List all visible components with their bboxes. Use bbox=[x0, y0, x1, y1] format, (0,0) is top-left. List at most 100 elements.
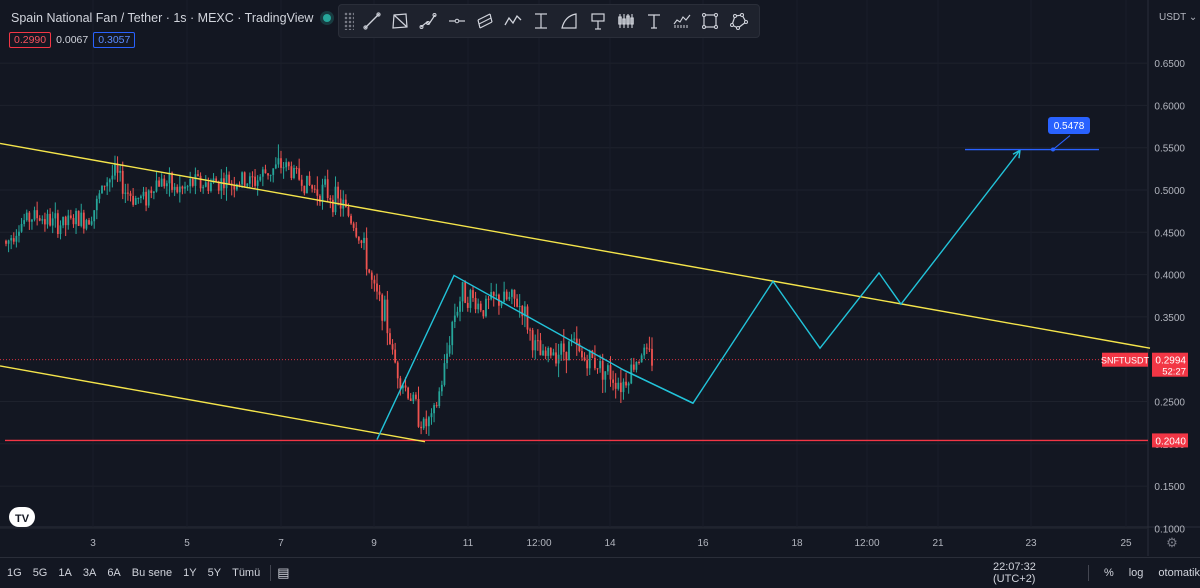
drag-grip-icon[interactable] bbox=[344, 12, 354, 30]
horizontal-ray-icon[interactable] bbox=[445, 9, 469, 33]
time-tick-label: 25 bbox=[1120, 538, 1132, 549]
candle-body bbox=[337, 186, 339, 199]
candle-body bbox=[324, 179, 327, 185]
candle-body bbox=[417, 398, 420, 427]
candle-body bbox=[306, 175, 308, 194]
range-button[interactable]: Tümü bbox=[232, 567, 261, 579]
candle-body bbox=[321, 184, 324, 202]
zigzag-icon[interactable] bbox=[501, 9, 525, 33]
candle-body bbox=[596, 368, 599, 370]
candle-body bbox=[378, 291, 381, 295]
candle-body bbox=[581, 351, 583, 358]
candle-body bbox=[415, 394, 417, 399]
candle-body bbox=[464, 282, 467, 303]
candle-body bbox=[352, 223, 355, 228]
candle-body bbox=[526, 306, 529, 330]
candle-body bbox=[370, 272, 373, 280]
range-button[interactable]: 1G bbox=[7, 567, 22, 579]
target-label-box[interactable] bbox=[1048, 117, 1090, 134]
percent-toggle[interactable]: % bbox=[1103, 567, 1114, 579]
countdown-tag: 52:27 bbox=[1162, 367, 1186, 378]
candle-body bbox=[25, 212, 28, 221]
candle-body bbox=[114, 164, 116, 176]
candle-body bbox=[381, 294, 384, 321]
path-icon[interactable] bbox=[416, 9, 440, 33]
candle-body bbox=[591, 350, 594, 358]
candle-body bbox=[189, 178, 192, 187]
range-button[interactable]: Bu sene bbox=[131, 567, 173, 579]
candle-body bbox=[495, 294, 498, 296]
drawings[interactable]: 0.5478 bbox=[0, 117, 1151, 443]
time-tick-label: 14 bbox=[604, 538, 616, 549]
candle-body bbox=[446, 353, 448, 364]
range-button[interactable]: 1Y bbox=[183, 567, 197, 579]
candle-body bbox=[235, 184, 238, 190]
measure-icon[interactable] bbox=[670, 9, 694, 33]
time-axis[interactable]: 3 5 7 9 11 12:00 14 16 18 12:00 21 23 25 ⚙ bbox=[90, 535, 1178, 550]
parallel-channel-icon[interactable] bbox=[473, 9, 497, 33]
range-button[interactable]: 5Y bbox=[207, 567, 222, 579]
candle-body bbox=[565, 351, 568, 361]
candle-body bbox=[88, 220, 90, 225]
candle-body bbox=[547, 348, 550, 356]
candle-body bbox=[523, 306, 526, 317]
range-button[interactable]: 3A bbox=[82, 567, 97, 579]
calendar-icon[interactable]: ▤ bbox=[277, 565, 290, 580]
candle-body bbox=[643, 347, 646, 356]
clock[interactable]: 22:07:32 (UTC+2) bbox=[993, 561, 1036, 585]
candle-body bbox=[412, 394, 415, 401]
log-toggle[interactable]: log bbox=[1128, 567, 1144, 579]
candle-body bbox=[402, 385, 404, 389]
date-price-range-icon[interactable] bbox=[529, 9, 553, 33]
price-axis[interactable]: 0.6500 0.6000 0.5500 0.5000 0.4500 0.4000 0.35… bbox=[1101, 59, 1188, 535]
candle-body bbox=[485, 298, 487, 317]
candle-body bbox=[67, 215, 70, 226]
settings-gear-icon[interactable]: ⚙ bbox=[1166, 535, 1178, 550]
upper-trendline[interactable] bbox=[0, 142, 1151, 349]
candle-body bbox=[51, 218, 54, 226]
candle-body bbox=[298, 168, 301, 180]
range-button[interactable]: 5G bbox=[32, 567, 48, 579]
trend-line-icon[interactable] bbox=[360, 9, 384, 33]
auto-toggle[interactable]: otomatik bbox=[1158, 567, 1200, 579]
candle-body bbox=[124, 192, 127, 194]
price-tick-label: 0.6000 bbox=[1154, 101, 1185, 112]
candle-body bbox=[557, 354, 560, 364]
candle-body bbox=[645, 347, 648, 349]
range-button[interactable]: 6A bbox=[107, 567, 121, 579]
candle-body bbox=[168, 172, 171, 184]
candle-body bbox=[386, 299, 389, 334]
range-button[interactable]: 1A bbox=[58, 567, 72, 579]
candle-body bbox=[492, 292, 495, 296]
sell-price[interactable]: 0.2990 bbox=[9, 32, 52, 48]
symbol-title[interactable]: Spain National Fan / Tether · 1s · MEXC … bbox=[11, 11, 314, 25]
arc-icon[interactable] bbox=[557, 9, 581, 33]
candle-body bbox=[23, 220, 26, 224]
candle-body bbox=[264, 169, 267, 174]
candle-body bbox=[171, 172, 173, 190]
separator bbox=[1088, 565, 1089, 581]
candle-body bbox=[31, 219, 33, 222]
candle-body bbox=[456, 311, 459, 316]
candle-body bbox=[534, 340, 537, 351]
polyline-icon[interactable] bbox=[727, 9, 751, 33]
projection-path[interactable] bbox=[623, 149, 1021, 405]
rectangle-icon[interactable] bbox=[698, 9, 722, 33]
candle-body bbox=[632, 364, 635, 370]
candle-series[interactable]: TV bbox=[5, 144, 653, 527]
candle-body bbox=[399, 378, 402, 389]
price-note-icon[interactable] bbox=[586, 9, 610, 33]
candle-body bbox=[181, 186, 184, 189]
candle-body bbox=[521, 305, 524, 317]
candle-body bbox=[241, 172, 243, 185]
rectangle-rotated-icon[interactable] bbox=[388, 9, 412, 33]
candle-body bbox=[103, 185, 106, 187]
candle-body bbox=[420, 426, 423, 429]
text-icon[interactable] bbox=[642, 9, 666, 33]
currency-selector[interactable]: USDT ⌄ bbox=[1159, 12, 1198, 23]
candles-pattern-icon[interactable] bbox=[614, 9, 638, 33]
candle-body bbox=[158, 180, 160, 187]
candle-body bbox=[111, 175, 114, 180]
lower-trendline[interactable] bbox=[0, 365, 426, 443]
buy-price[interactable]: 0.3057 bbox=[93, 32, 136, 48]
